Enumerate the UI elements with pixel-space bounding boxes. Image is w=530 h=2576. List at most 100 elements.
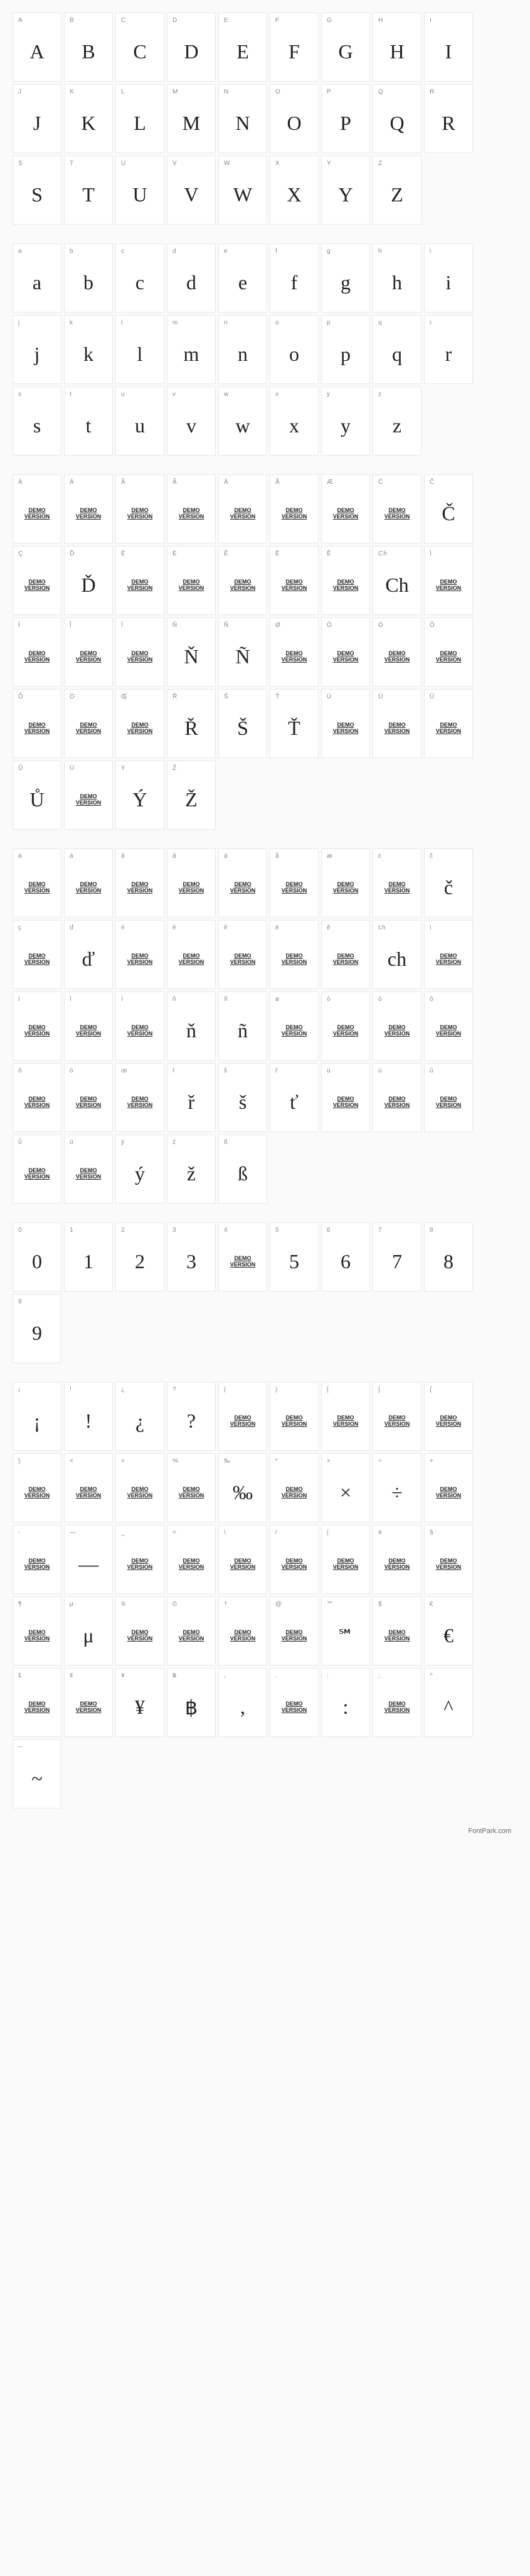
glyph-cell[interactable]: \DEMOVERSION bbox=[218, 1525, 267, 1594]
glyph-cell[interactable]: ďď bbox=[64, 920, 113, 989]
glyph-cell[interactable]: ÕDEMOVERSION bbox=[13, 689, 61, 758]
glyph-cell[interactable]: 99 bbox=[13, 1294, 61, 1363]
glyph-cell[interactable]: ÎDEMOVERSION bbox=[64, 617, 113, 687]
glyph-cell[interactable]: TT bbox=[64, 156, 113, 225]
glyph-cell[interactable]: rr bbox=[424, 315, 473, 384]
glyph-cell[interactable]: ØDEMOVERSION bbox=[270, 617, 319, 687]
glyph-cell[interactable]: ùDEMOVERSION bbox=[321, 1063, 370, 1132]
glyph-cell[interactable]: ‰‰ bbox=[218, 1453, 267, 1522]
glyph-cell[interactable]: ÜDEMOVERSION bbox=[64, 761, 113, 830]
glyph-cell[interactable]: mm bbox=[167, 315, 216, 384]
glyph-cell[interactable]: úDEMOVERSION bbox=[373, 1063, 421, 1132]
glyph-cell[interactable]: gg bbox=[321, 243, 370, 313]
glyph-cell[interactable]: 4DEMOVERSION bbox=[218, 1222, 267, 1291]
glyph-cell[interactable]: ÒDEMOVERSION bbox=[321, 617, 370, 687]
glyph-cell[interactable]: žž bbox=[167, 1135, 216, 1204]
glyph-cell[interactable]: }DEMOVERSION bbox=[13, 1453, 61, 1522]
glyph-cell[interactable]: yy bbox=[321, 387, 370, 456]
glyph-cell[interactable]: ฿฿ bbox=[167, 1668, 216, 1737]
glyph-cell[interactable]: ÌDEMOVERSION bbox=[424, 546, 473, 615]
glyph-cell[interactable]: aa bbox=[13, 243, 61, 313]
glyph-cell[interactable]: μμ bbox=[64, 1596, 113, 1665]
glyph-cell[interactable]: 11 bbox=[64, 1222, 113, 1291]
glyph-cell[interactable]: DD bbox=[167, 13, 216, 82]
glyph-cell[interactable]: QQ bbox=[373, 84, 421, 153]
glyph-cell[interactable]: čč bbox=[424, 848, 473, 917]
glyph-cell[interactable]: 66 bbox=[321, 1222, 370, 1291]
glyph-cell[interactable]: YY bbox=[321, 156, 370, 225]
glyph-cell[interactable]: ćDEMOVERSION bbox=[373, 848, 421, 917]
glyph-cell[interactable]: ¶DEMOVERSION bbox=[13, 1596, 61, 1665]
glyph-cell[interactable]: ŇŇ bbox=[167, 617, 216, 687]
glyph-cell[interactable]: GG bbox=[321, 13, 370, 82]
glyph-cell[interactable]: ×× bbox=[321, 1453, 370, 1522]
glyph-cell[interactable]: ÃDEMOVERSION bbox=[167, 474, 216, 543]
glyph-cell[interactable]: šš bbox=[218, 1063, 267, 1132]
glyph-cell[interactable]: ?? bbox=[167, 1382, 216, 1451]
glyph-cell[interactable]: öDEMOVERSION bbox=[64, 1063, 113, 1132]
glyph-cell[interactable]: JJ bbox=[13, 84, 61, 153]
glyph-cell[interactable]: ËDEMOVERSION bbox=[270, 546, 319, 615]
glyph-cell[interactable]: ~~ bbox=[13, 1740, 61, 1809]
glyph-cell[interactable]: øDEMOVERSION bbox=[270, 991, 319, 1061]
glyph-cell[interactable]: ÖDEMOVERSION bbox=[64, 689, 113, 758]
glyph-cell[interactable]: pp bbox=[321, 315, 370, 384]
glyph-cell[interactable]: ;DEMOVERSION bbox=[373, 1668, 421, 1737]
glyph-cell[interactable]: ŮŮ bbox=[13, 761, 61, 830]
glyph-cell[interactable]: ßß bbox=[218, 1135, 267, 1204]
glyph-cell[interactable]: œDEMOVERSION bbox=[115, 1063, 164, 1132]
glyph-cell[interactable]: ss bbox=[13, 387, 61, 456]
glyph-cell[interactable]: ^^ bbox=[424, 1668, 473, 1737]
glyph-cell[interactable]: 33 bbox=[167, 1222, 216, 1291]
glyph-cell[interactable]: ÚDEMOVERSION bbox=[373, 689, 421, 758]
glyph-cell[interactable]: )DEMOVERSION bbox=[270, 1382, 319, 1451]
glyph-cell[interactable]: ÉDEMOVERSION bbox=[167, 546, 216, 615]
glyph-cell[interactable]: ÷÷ bbox=[373, 1453, 421, 1522]
glyph-cell[interactable]: ZZ bbox=[373, 156, 421, 225]
glyph-cell[interactable]: [DEMOVERSION bbox=[321, 1382, 370, 1451]
glyph-cell[interactable]: >DEMOVERSION bbox=[115, 1453, 164, 1522]
glyph-cell[interactable]: XX bbox=[270, 156, 319, 225]
glyph-cell[interactable]: hh bbox=[373, 243, 421, 313]
glyph-cell[interactable]: âDEMOVERSION bbox=[115, 848, 164, 917]
glyph-cell[interactable]: SS bbox=[13, 156, 61, 225]
glyph-cell[interactable]: äDEMOVERSION bbox=[218, 848, 267, 917]
glyph-cell[interactable]: ûDEMOVERSION bbox=[424, 1063, 473, 1132]
glyph-cell[interactable]: zz bbox=[373, 387, 421, 456]
glyph-cell[interactable]: <DEMOVERSION bbox=[64, 1453, 113, 1522]
glyph-cell[interactable]: ĆDEMOVERSION bbox=[373, 474, 421, 543]
glyph-cell[interactable]: FF bbox=[270, 13, 319, 82]
glyph-cell[interactable]: CC bbox=[115, 13, 164, 82]
glyph-cell[interactable]: chch bbox=[373, 920, 421, 989]
glyph-cell[interactable]: óDEMOVERSION bbox=[373, 991, 421, 1061]
glyph-cell[interactable]: BB bbox=[64, 13, 113, 82]
glyph-cell[interactable]: nn bbox=[218, 315, 267, 384]
glyph-cell[interactable]: ÏDEMOVERSION bbox=[115, 617, 164, 687]
glyph-cell[interactable]: ll bbox=[115, 315, 164, 384]
glyph-cell[interactable]: ěDEMOVERSION bbox=[321, 920, 370, 989]
glyph-cell[interactable]: dd bbox=[167, 243, 216, 313]
glyph-cell[interactable]: ýý bbox=[115, 1135, 164, 1204]
glyph-cell[interactable]: ,, bbox=[218, 1668, 267, 1737]
glyph-cell[interactable]: 77 bbox=[373, 1222, 421, 1291]
glyph-cell[interactable]: !! bbox=[64, 1382, 113, 1451]
glyph-cell[interactable]: àDEMOVERSION bbox=[13, 848, 61, 917]
glyph-cell[interactable]: UU bbox=[115, 156, 164, 225]
glyph-cell[interactable]: ÄDEMOVERSION bbox=[218, 474, 267, 543]
glyph-cell[interactable]: ŘŘ bbox=[167, 689, 216, 758]
glyph-cell[interactable]: PP bbox=[321, 84, 370, 153]
glyph-cell[interactable]: {DEMOVERSION bbox=[424, 1382, 473, 1451]
glyph-cell[interactable]: ÊDEMOVERSION bbox=[218, 546, 267, 615]
glyph-cell[interactable]: ĚDEMOVERSION bbox=[321, 546, 370, 615]
glyph-cell[interactable]: 22 bbox=[115, 1222, 164, 1291]
glyph-cell[interactable]: €€ bbox=[424, 1596, 473, 1665]
glyph-cell[interactable]: ¡¡ bbox=[13, 1382, 61, 1451]
glyph-cell[interactable]: =DEMOVERSION bbox=[167, 1525, 216, 1594]
glyph-cell[interactable]: xx bbox=[270, 387, 319, 456]
glyph-cell[interactable]: ÍDEMOVERSION bbox=[13, 617, 61, 687]
glyph-cell[interactable]: ŒDEMOVERSION bbox=[115, 689, 164, 758]
glyph-cell[interactable]: |DEMOVERSION bbox=[321, 1525, 370, 1594]
glyph-cell[interactable]: 00 bbox=[13, 1222, 61, 1291]
glyph-cell[interactable]: ee bbox=[218, 243, 267, 313]
glyph-cell[interactable]: æDEMOVERSION bbox=[321, 848, 370, 917]
